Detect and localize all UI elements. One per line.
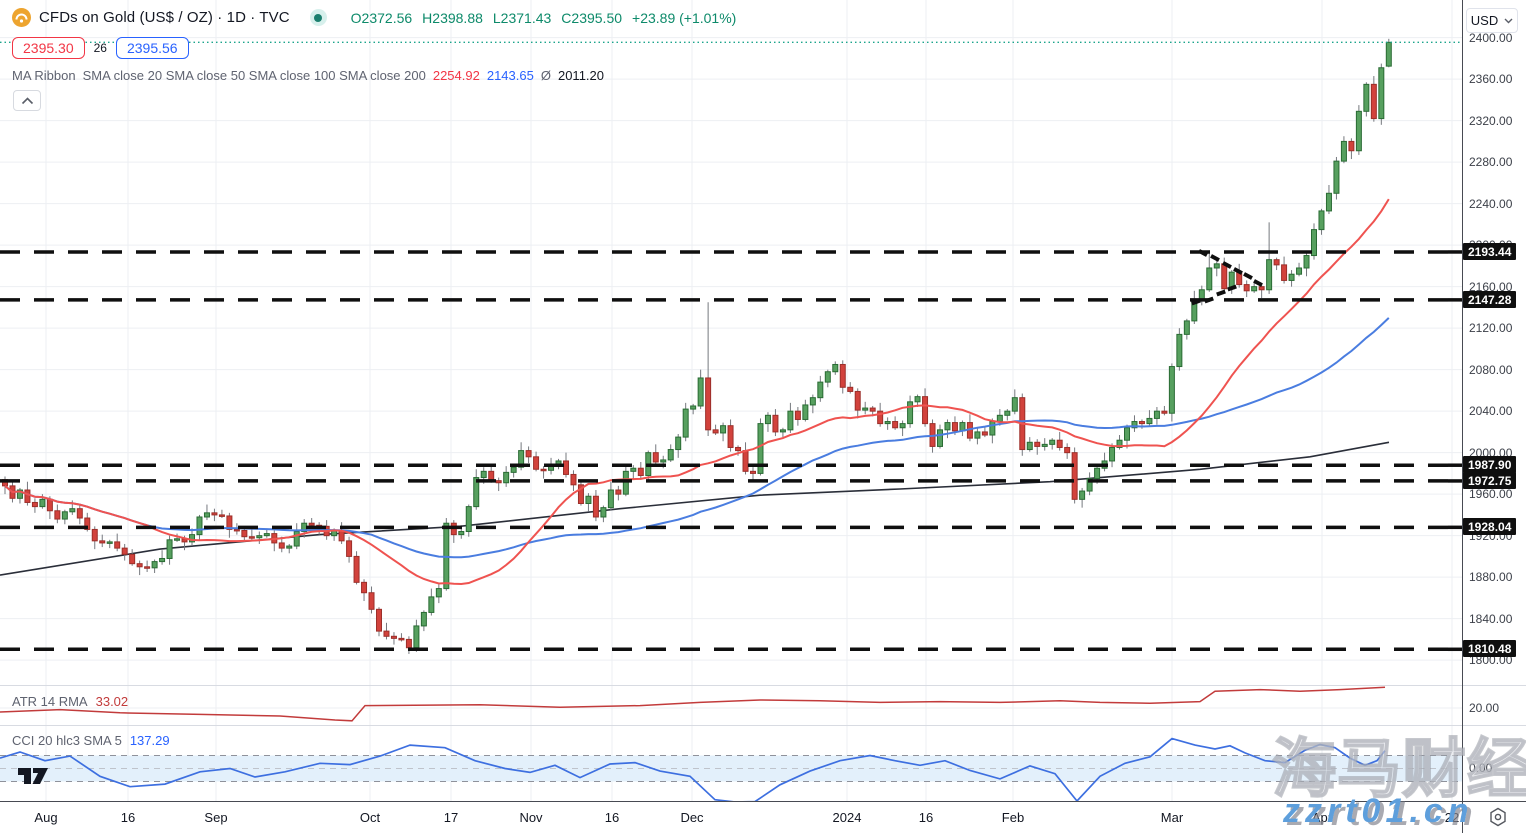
atr-label: ATR 14 RMA	[12, 694, 88, 709]
indicator-params: SMA close 20 SMA close 50 SMA close 100 …	[82, 68, 426, 83]
atr-legend[interactable]: ATR 14 RMA 33.02	[12, 694, 128, 709]
tradingview-logo[interactable]	[17, 763, 53, 794]
chart-svg[interactable]	[0, 0, 1462, 801]
price-axis-label: 2000.00	[1469, 445, 1513, 460]
time-axis-label: 2024	[832, 810, 862, 825]
watermark-cn: 海马财经	[1271, 732, 1526, 806]
collapse-legend-button[interactable]	[13, 90, 41, 111]
time-axis-label: Aug	[34, 810, 58, 825]
price-level-badge: 1928.04	[1463, 518, 1517, 536]
chevron-up-icon	[21, 96, 33, 104]
cci-axis-label: 0.00	[1469, 760, 1493, 775]
price-axis-label: 2160.00	[1469, 279, 1513, 294]
ohlc-values: O2372.56 H2398.88 L2371.43 C2395.50 +23.…	[351, 10, 737, 26]
sma-fast-value: 2254.92	[432, 68, 480, 83]
time-axis-label: 22	[1444, 810, 1460, 825]
time-axis-label: Feb	[1001, 810, 1025, 825]
cci-label: CCI 20 hlc3 SMA 5	[12, 733, 122, 748]
market-open-icon[interactable]	[309, 9, 327, 26]
price-axis-label: 2080.00	[1469, 362, 1513, 377]
tradingview-logo-icon	[18, 768, 48, 784]
price-level-badge: 1972.75	[1463, 471, 1517, 489]
cci-legend[interactable]: CCI 20 hlc3 SMA 5 137.29	[12, 733, 170, 748]
time-axis-label: Oct	[359, 810, 381, 825]
gold-symbol-icon	[12, 8, 31, 27]
time-axis-label: 17	[443, 810, 459, 825]
time-axis-border	[0, 801, 1526, 802]
time-axis-label: Mar	[1160, 810, 1184, 825]
ask-price-pill[interactable]: 2395.56	[115, 37, 189, 59]
price-axis-label: 2360.00	[1469, 72, 1513, 87]
time-axis[interactable]: Aug 16 Sep Oct 17 Nov 16 Dec 2024 16 Feb Mar Apr 22	[0, 801, 1526, 833]
price-level-badge: 2147.28	[1463, 290, 1517, 308]
low-value: L2371.43	[492, 9, 552, 26]
price-axis-label: 2120.00	[1469, 321, 1513, 336]
currency-label: USD	[1470, 13, 1499, 28]
time-axis-label: Apr	[1311, 810, 1333, 825]
symbol-title[interactable]: CFDs on Gold (US$ / OZ) · 1D · TVC	[39, 9, 290, 26]
atr-axis-label: 20.00	[1469, 701, 1500, 715]
price-axis-label: 1880.00	[1469, 570, 1513, 585]
pane-separator-atr[interactable]	[0, 685, 1526, 686]
ma-ribbon-legend[interactable]: MA Ribbon SMA close 20 SMA close 50 SMA …	[12, 68, 604, 83]
atr-value: 33.02	[95, 694, 129, 709]
time-axis-label: 16	[120, 810, 136, 825]
gear-icon	[1490, 807, 1506, 827]
close-value: C2395.50	[561, 9, 623, 26]
time-axis-label: Nov	[519, 810, 543, 825]
price-level-badge: 1987.90	[1463, 456, 1517, 474]
price-axis-label: 2400.00	[1469, 30, 1513, 45]
price-level-badge: 2193.44	[1463, 242, 1517, 260]
price-axis-label: 2320.00	[1469, 113, 1513, 128]
time-axis-label: Dec	[680, 810, 704, 825]
chevron-down-icon	[1504, 18, 1513, 23]
price-axis-label: 1960.00	[1469, 487, 1513, 502]
price-level-badge: 1810.48	[1463, 640, 1517, 658]
bid-ask-row: 2395.30 26 2395.56	[12, 37, 189, 59]
open-value: O2372.56	[350, 9, 413, 26]
cci-value: 137.29	[129, 733, 170, 748]
price-axis-label: 2040.00	[1469, 404, 1513, 419]
price-axis[interactable]: 2400.002360.002320.002280.002240.002200.…	[1462, 0, 1526, 801]
avg-value: 2011.20	[557, 68, 604, 83]
axis-settings-button[interactable]	[1486, 806, 1510, 828]
pane-separator-cci[interactable]	[0, 725, 1526, 726]
time-axis-label: 16	[604, 810, 620, 825]
time-axis-label: Sep	[204, 810, 228, 825]
chart-canvas[interactable]	[0, 0, 1462, 801]
bid-price-pill[interactable]: 2395.30	[12, 37, 85, 59]
indicator-name: MA Ribbon	[12, 68, 76, 83]
symbol-header: CFDs on Gold (US$ / OZ) · 1D · TVC O2372…	[12, 8, 736, 27]
price-axis-label: 2280.00	[1469, 155, 1513, 170]
change-value: +23.89 (+1.01%)	[632, 9, 737, 26]
avg-symbol: Ø	[540, 68, 551, 83]
price-axis-border	[1462, 0, 1463, 833]
time-axis-label: 16	[918, 810, 934, 825]
price-axis-label: 1840.00	[1469, 611, 1513, 626]
watermark-url: zzrt01.cn	[1283, 792, 1474, 830]
currency-dropdown[interactable]: USD	[1466, 8, 1518, 33]
high-value: H2398.88	[422, 9, 483, 26]
sma-slow-value: 2143.65	[486, 68, 534, 83]
bar-countdown: 26	[93, 41, 107, 55]
price-axis-label: 2240.00	[1469, 196, 1513, 211]
